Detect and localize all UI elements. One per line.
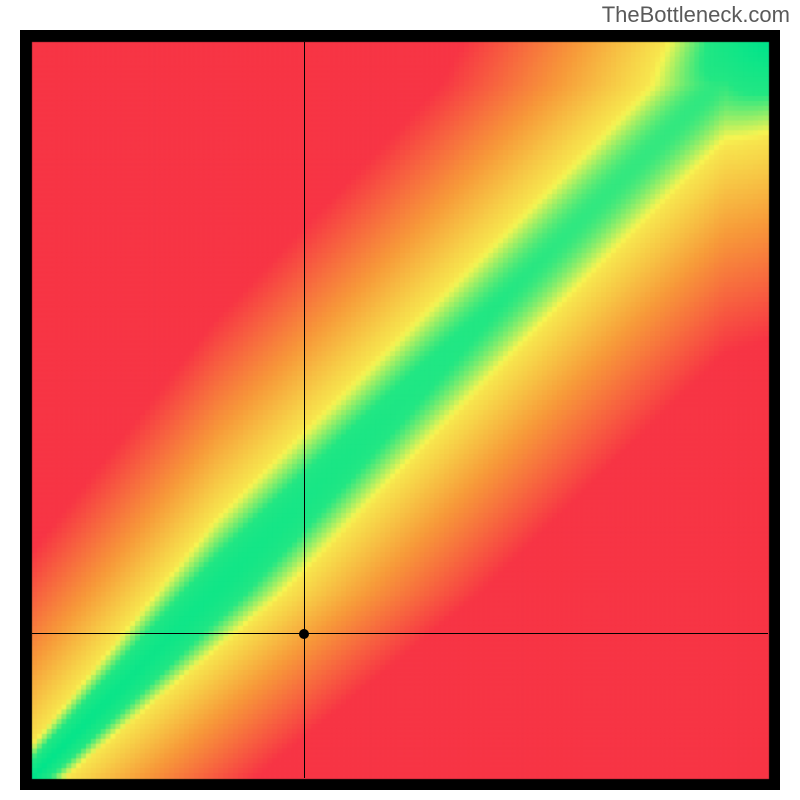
crosshair-horizontal	[32, 633, 768, 634]
crosshair-vertical	[304, 42, 305, 778]
crosshair-dot	[299, 629, 309, 639]
bottleneck-heatmap	[20, 30, 780, 790]
heatmap-canvas	[20, 30, 780, 790]
watermark-text: TheBottleneck.com	[602, 2, 790, 28]
